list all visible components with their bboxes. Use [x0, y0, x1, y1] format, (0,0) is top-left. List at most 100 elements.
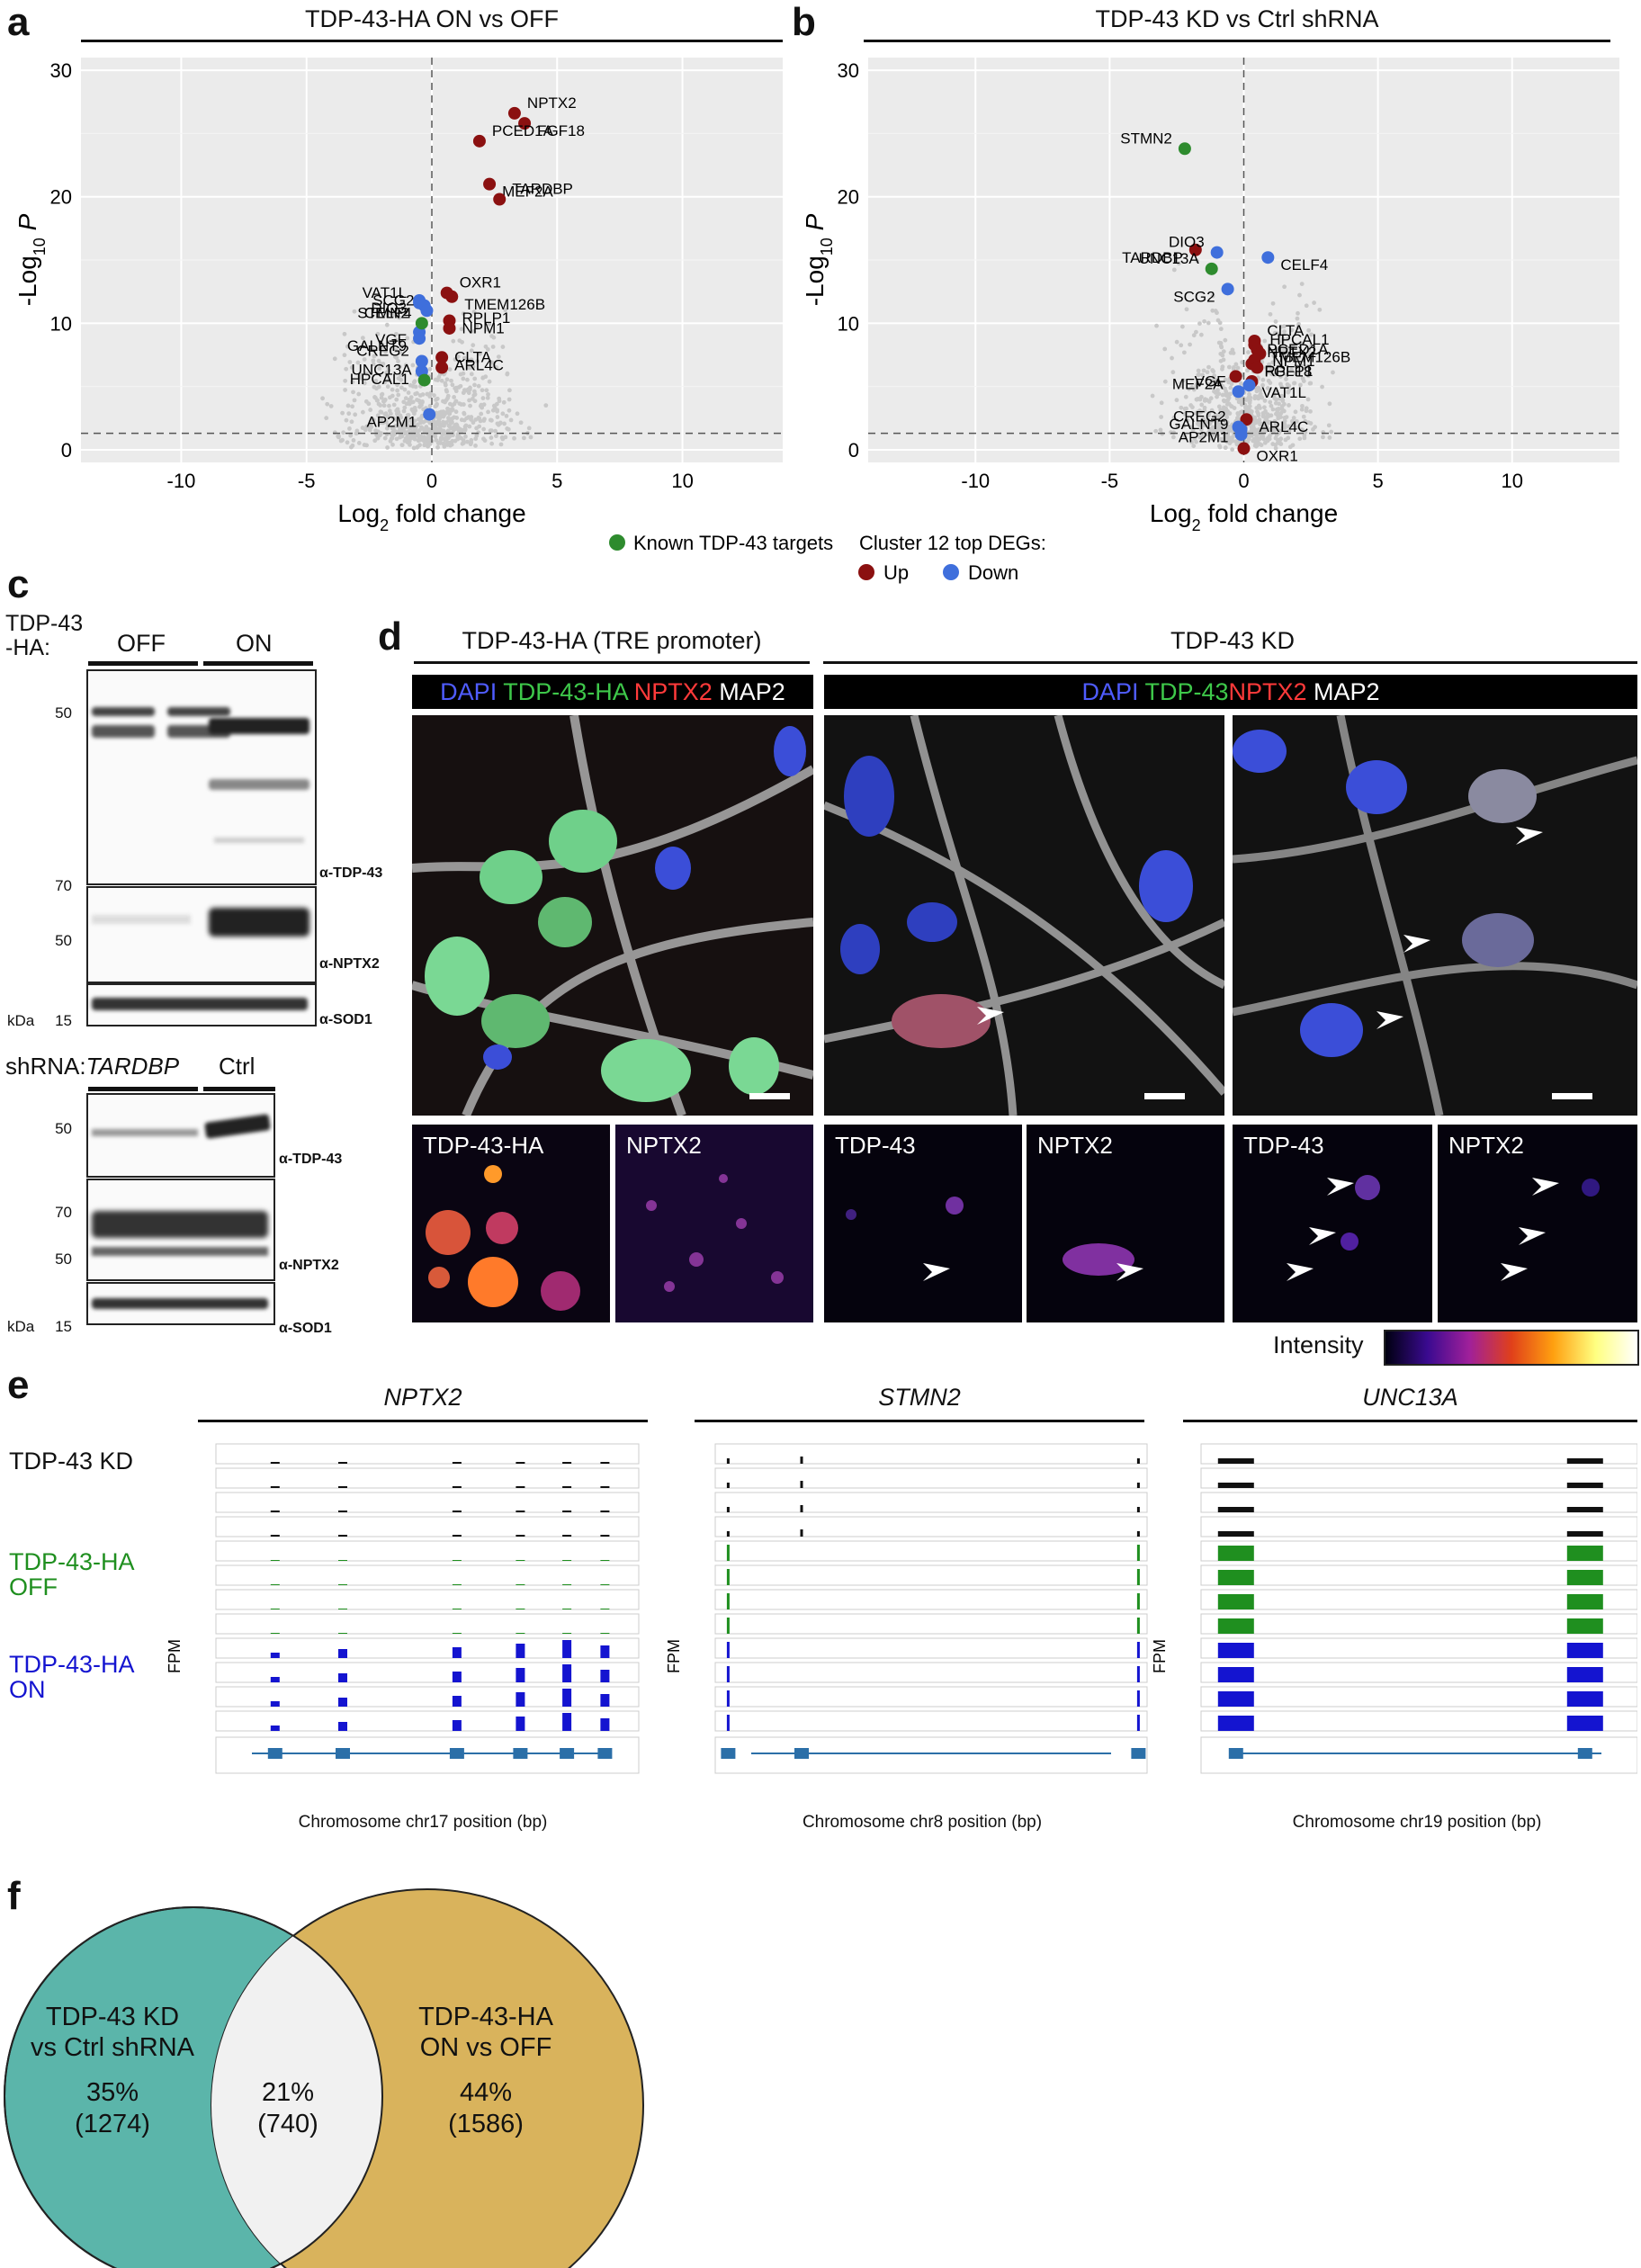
coverage-peak [270, 1726, 280, 1731]
track-row [714, 1516, 1148, 1537]
point-label-rplp1: RPLP1 [462, 309, 511, 327]
coverage-peak [800, 1481, 803, 1488]
coverage-peak [516, 1511, 525, 1512]
legend-up-label: Up [883, 561, 909, 584]
gene-exon [560, 1748, 575, 1759]
mw-50-d: 50 [55, 1251, 72, 1268]
micro-image-kd-1 [824, 715, 1224, 1116]
volcano-a-title-rule [81, 40, 783, 42]
coverage-peak [562, 1713, 572, 1731]
coverage-peak [1136, 1618, 1140, 1634]
gene-model-box [1200, 1736, 1637, 1774]
point-label-ap2m1: AP2M1 [366, 414, 417, 431]
legend-cluster-title: Cluster 12 top DEGs: [859, 532, 1046, 554]
inset-label-nptx2-kd-1: NPTX2 [1037, 1132, 1113, 1159]
blot-tdp43-kd [86, 1093, 275, 1178]
coverage-peak [562, 1584, 572, 1585]
background-genes [320, 308, 549, 451]
point-fgf18 [518, 117, 532, 130]
y-axis-label: -Log10 P [801, 213, 836, 306]
coverage-peak [562, 1462, 572, 1464]
track-xcap-chr17: Chromosome chr17 position (bp) [298, 1813, 548, 1832]
venn-mid-n: (740) [257, 2110, 318, 2138]
y-tick: 20 [50, 186, 72, 209]
inset-tdp43-kd-1 [824, 1125, 1022, 1322]
mw-70-a: 70 [55, 877, 72, 894]
point-label-stmn2: STMN2 [357, 304, 409, 321]
coverage-peak [600, 1633, 610, 1634]
blot-nptx2-kd [86, 1179, 275, 1281]
point-vat1l [1242, 379, 1256, 392]
coverage-peak [1566, 1546, 1603, 1561]
coverage-peak [516, 1462, 525, 1464]
coverage-peak [452, 1511, 462, 1512]
micro-right-rule [823, 661, 1637, 664]
shrna-gene: TARDBP [85, 1053, 180, 1080]
inset-label-tdp43ha: TDP-43-HA [423, 1132, 544, 1159]
volcano-b-title: TDP-43 KD vs Ctrl shRNA [1095, 5, 1379, 32]
coverage-peak [452, 1672, 462, 1682]
track-row [1200, 1564, 1637, 1586]
coverage-peak [726, 1715, 730, 1731]
fpm-label: FPM [665, 1639, 683, 1673]
track-row [1200, 1589, 1637, 1610]
track-row-label-off: TDP-43-HA OFF [9, 1548, 135, 1600]
point-rplp1 [443, 321, 456, 335]
coverage-peak [562, 1535, 572, 1537]
track-row [215, 1686, 640, 1708]
coverage-peak [452, 1535, 462, 1537]
track-row [215, 1564, 640, 1586]
track-row-label-on: TDP-43-HA ON [9, 1651, 135, 1703]
micro-left-title: TDP-43-HA (TRE promoter) [462, 627, 762, 654]
track-title-stmn2: STMN2 [878, 1384, 961, 1411]
coverage-peak [452, 1560, 462, 1561]
coverage-peak [726, 1458, 730, 1464]
point-mef2a [483, 177, 497, 191]
point-label-clta: CLTA [1267, 322, 1305, 339]
coverage-peak [1566, 1483, 1603, 1488]
coverage-peak [562, 1486, 572, 1488]
coverage-peak [452, 1584, 462, 1585]
point-label-stmn2: STMN2 [1120, 130, 1172, 147]
point-oxr1 [1237, 442, 1251, 455]
coverage-peak [1566, 1594, 1603, 1609]
point-tmem126b [1251, 361, 1264, 374]
gene-exon [794, 1748, 809, 1759]
point-label-npm1: NPM1 [462, 320, 505, 337]
track-row-label-kd: TDP-43 KD [9, 1448, 134, 1475]
point-celf4 [1261, 251, 1275, 264]
micro-left-channel-bar: DAPI TDP-43-HA NPTX2 MAP2 [412, 675, 813, 709]
point-stmn2 [1178, 142, 1191, 156]
track-row [215, 1613, 640, 1635]
panel-letter-d: d [378, 614, 402, 659]
coverage-peak [516, 1560, 525, 1561]
coverage-peak [726, 1690, 730, 1707]
coverage-peak [1136, 1507, 1140, 1512]
track-row [1200, 1710, 1637, 1732]
venn-diagram [4, 1888, 644, 2268]
track-rule-nptx2 [198, 1420, 648, 1422]
track-row [215, 1492, 640, 1513]
coverage-peak [1566, 1570, 1603, 1585]
point-label-nptx2: NPTX2 [527, 94, 577, 112]
micro-image-ha [412, 715, 813, 1116]
point-scg2 [1221, 282, 1234, 296]
y-tick: 0 [848, 439, 859, 462]
x-tick: 10 [1501, 470, 1522, 492]
track-row [1200, 1516, 1637, 1537]
coverage-peak [516, 1486, 525, 1488]
coverage-peak [600, 1694, 610, 1707]
channel-label-2: NPTX2 [1228, 678, 1314, 705]
point-label-pced1a: PCED1A [492, 122, 554, 139]
mw-50-a: 50 [55, 704, 72, 722]
coverage-peak [1217, 1716, 1254, 1731]
x-tick: -5 [1101, 470, 1119, 492]
shrna-prefix: shRNA: [5, 1053, 86, 1080]
gene-exon [1577, 1748, 1592, 1759]
micro-right-channel-bar: DAPI TDP-43NPTX2 MAP2 [824, 675, 1637, 709]
ab-label-sod1-b: α-SOD1 [279, 1321, 332, 1336]
coverage-peak [600, 1462, 610, 1464]
point-label-hpcal1: HPCAL1 [350, 371, 409, 388]
coverage-peak [270, 1511, 280, 1512]
point-label-unc13a: UNC13A [1139, 250, 1200, 267]
